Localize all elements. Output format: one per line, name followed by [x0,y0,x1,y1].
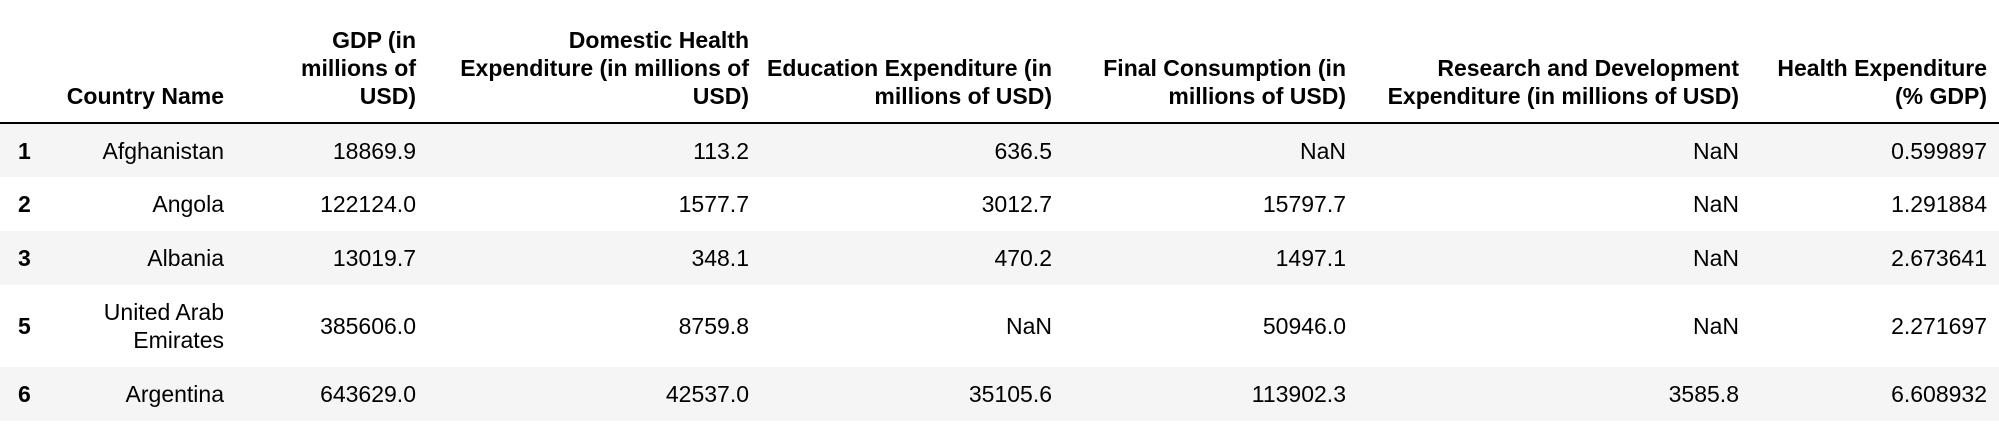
research-development-expenditure-cell: NaN [1692,191,1739,217]
table-row: 2 Angola 122124.0 1577.7 3012.7 15797.7 … [0,177,1999,231]
column-header-gdp: GDP (in millions of USD) [236,14,428,124]
domestic-health-expenditure-cell: 42537.0 [665,381,749,407]
row-index: 6 [18,381,31,407]
country-name-cell: Angola [152,191,224,217]
education-expenditure-cell: 35105.6 [968,381,1052,407]
table-row: 6 Argentina 643629.0 42537.0 35105.6 113… [0,367,1999,421]
column-header-country-name: Country Name [40,14,236,124]
domestic-health-expenditure-cell: 113.2 [693,137,749,164]
research-development-expenditure-cell: NaN [1692,245,1739,271]
gdp-cell: 18869.9 [332,137,416,164]
column-header-education-expenditure: Education Expenditure (in millions of US… [761,14,1064,124]
research-development-expenditure-cell: 3585.8 [1668,381,1739,407]
table-row: 3 Albania 13019.7 348.1 470.2 1497.1 NaN… [0,231,1999,285]
column-header-health-expenditure-pct-gdp: Health Expenditure (% GDP) [1751,14,1999,124]
domestic-health-expenditure-cell: 8759.8 [678,313,749,339]
table-row: 1 Afghanistan 18869.9 113.2 636.5 NaN Na… [0,123,1999,177]
column-header-final-consumption: Final Consumption (in millions of USD) [1064,14,1358,124]
gdp-cell: 385606.0 [320,313,416,339]
health-expenditure-pct-gdp-cell: 6.608932 [1891,381,1987,407]
education-expenditure-cell: 470.2 [994,245,1052,271]
index-header [0,14,40,124]
education-expenditure-cell: 636.5 [994,137,1052,164]
research-development-expenditure-cell: NaN [1692,313,1739,339]
table-header: Country Name GDP (in millions of USD) Do… [0,14,1999,124]
research-development-expenditure-cell: NaN [1692,137,1739,164]
final-consumption-cell: 15797.7 [1262,191,1346,217]
domestic-health-expenditure-cell: 1577.7 [678,191,749,217]
header-row: Country Name GDP (in millions of USD) Do… [0,14,1999,124]
final-consumption-cell: NaN [1299,137,1346,164]
country-name-cell: United Arab Emirates [103,299,224,353]
country-name-cell: Albania [147,245,224,271]
gdp-cell: 643629.0 [320,381,416,407]
final-consumption-cell: 1497.1 [1275,245,1346,271]
gdp-cell: 122124.0 [320,191,416,217]
education-expenditure-cell: NaN [1005,313,1052,339]
row-index: 2 [18,191,31,217]
gdp-cell: 13019.7 [332,245,416,271]
health-expenditure-pct-gdp-cell: 1.291884 [1891,191,1987,217]
row-index: 1 [18,137,31,164]
row-index: 3 [18,245,31,271]
final-consumption-cell: 50946.0 [1262,313,1346,339]
country-name-cell: Argentina [125,381,224,407]
column-header-research-development-expenditure: Research and Development Expenditure (in… [1358,14,1751,124]
column-header-domestic-health-expenditure: Domestic Health Expenditure (in millions… [428,14,761,124]
table-row: 5 United Arab Emirates 385606.0 8759.8 N… [0,285,1999,367]
country-name-cell: Afghanistan [102,137,224,164]
health-expenditure-pct-gdp-cell: 2.271697 [1891,313,1987,339]
final-consumption-cell: 113902.3 [1251,381,1346,407]
education-expenditure-cell: 3012.7 [981,191,1052,217]
table-body: 1 Afghanistan 18869.9 113.2 636.5 NaN Na… [0,123,1999,421]
dataframe-container: Country Name GDP (in millions of USD) Do… [0,14,1999,421]
domestic-health-expenditure-cell: 348.1 [691,245,749,271]
health-expenditure-pct-gdp-cell: 0.599897 [1891,137,1987,164]
row-index: 5 [18,313,31,339]
dataframe-table: Country Name GDP (in millions of USD) Do… [0,14,1999,421]
health-expenditure-pct-gdp-cell: 2.673641 [1891,245,1987,271]
